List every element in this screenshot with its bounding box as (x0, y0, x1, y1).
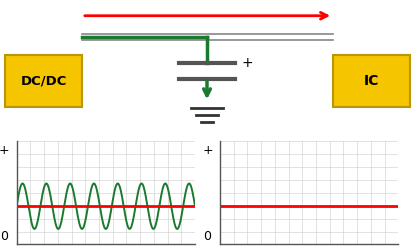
Bar (5, 55, 82, 107)
Text: 0: 0 (0, 230, 8, 243)
Text: DC/DC: DC/DC (20, 75, 67, 88)
Text: +: + (0, 144, 10, 157)
Text: +: + (241, 56, 253, 70)
Bar (333, 55, 410, 107)
Text: IC: IC (364, 74, 379, 88)
Text: 0: 0 (203, 230, 212, 243)
Text: +: + (202, 144, 213, 157)
